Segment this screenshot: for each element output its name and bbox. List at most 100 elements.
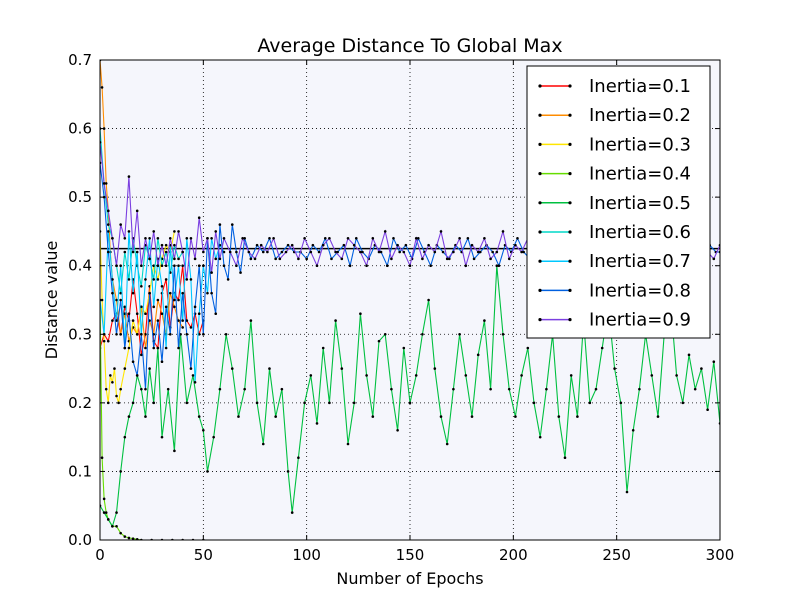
data-point — [144, 312, 147, 316]
data-point — [152, 264, 156, 268]
data-point — [156, 346, 160, 350]
data-point — [144, 236, 147, 240]
data-point — [594, 387, 598, 391]
data-point — [416, 236, 420, 240]
data-point — [189, 236, 193, 240]
x-tick-label: 300 — [706, 546, 735, 564]
data-point — [197, 415, 201, 418]
data-point — [507, 257, 511, 261]
data-point — [140, 387, 143, 391]
data-point — [348, 264, 352, 268]
data-point — [181, 326, 184, 329]
y-tick-label: 0.0 — [68, 531, 92, 549]
data-point — [181, 250, 184, 254]
chart-title: Average Distance To Global Max — [257, 35, 562, 57]
y-tick-label: 0.5 — [68, 188, 92, 206]
data-point — [613, 367, 616, 370]
data-point — [202, 250, 205, 254]
data-point — [235, 264, 238, 268]
y-tick-label: 0.3 — [68, 325, 92, 343]
data-point — [193, 257, 197, 261]
data-point — [214, 230, 218, 233]
data-point — [100, 86, 104, 89]
data-point — [638, 387, 641, 391]
data-point — [563, 456, 567, 460]
data-point — [117, 401, 120, 405]
data-point — [115, 394, 118, 398]
legend-marker — [538, 113, 542, 117]
data-point — [383, 332, 387, 336]
data-point — [253, 257, 257, 261]
data-point — [148, 291, 151, 295]
data-point — [206, 236, 209, 240]
data-point — [131, 319, 135, 322]
data-point — [408, 264, 412, 268]
data-point — [152, 401, 156, 405]
data-point — [168, 332, 172, 336]
data-point — [290, 243, 294, 247]
data-point — [113, 367, 116, 370]
data-point — [131, 537, 135, 540]
data-point — [274, 415, 277, 418]
data-point — [148, 257, 151, 261]
y-tick-label: 0.6 — [68, 120, 92, 138]
legend-entry: Inertia=0.7 — [538, 251, 691, 272]
data-point — [123, 305, 127, 309]
data-point — [247, 250, 251, 254]
data-point — [164, 250, 168, 254]
x-tick-label: 50 — [194, 546, 213, 564]
data-point — [280, 387, 284, 391]
data-point — [464, 264, 468, 268]
data-point — [470, 243, 474, 247]
data-point — [340, 367, 344, 370]
data-point — [181, 319, 184, 322]
legend-marker — [538, 172, 542, 176]
data-point — [177, 264, 180, 268]
data-point — [127, 312, 131, 316]
data-point — [135, 312, 139, 316]
data-point — [280, 250, 284, 254]
data-point — [193, 380, 197, 384]
data-point — [123, 236, 127, 240]
data-point — [334, 250, 337, 254]
data-point — [315, 422, 319, 425]
legend-marker — [568, 230, 572, 234]
legend-entry: Inertia=0.4 — [538, 164, 691, 185]
data-point — [224, 332, 228, 336]
legend-entry: Inertia=0.1 — [538, 76, 691, 97]
data-point — [115, 524, 118, 528]
data-point — [144, 278, 147, 281]
data-point — [160, 312, 164, 316]
data-point — [189, 326, 193, 329]
data-point — [507, 387, 511, 391]
data-point — [197, 216, 201, 220]
data-point — [266, 250, 269, 254]
data-point — [631, 428, 635, 432]
data-point — [177, 346, 180, 350]
data-point — [152, 230, 156, 233]
legend-entry: Inertia=0.9 — [538, 310, 691, 331]
y-tick-label: 0.7 — [68, 51, 92, 69]
data-point — [109, 374, 112, 377]
data-point — [522, 250, 525, 254]
data-point — [102, 511, 106, 514]
legend-marker — [568, 142, 572, 146]
data-point — [346, 442, 350, 446]
data-point — [321, 243, 325, 247]
y-tick-label: 0.4 — [68, 257, 92, 275]
legend-marker — [568, 172, 572, 176]
data-point — [396, 243, 399, 247]
data-point — [164, 243, 168, 247]
data-point — [119, 291, 122, 295]
data-point — [268, 367, 271, 370]
data-point — [102, 182, 106, 185]
data-point — [100, 298, 104, 302]
data-point — [352, 243, 356, 247]
data-point — [131, 291, 135, 295]
data-point — [173, 449, 176, 453]
legend-entry: Inertia=0.8 — [538, 280, 691, 301]
data-point — [402, 346, 406, 350]
data-point — [106, 401, 110, 405]
data-point — [390, 257, 393, 261]
y-axis-label: Distance value — [42, 241, 61, 360]
